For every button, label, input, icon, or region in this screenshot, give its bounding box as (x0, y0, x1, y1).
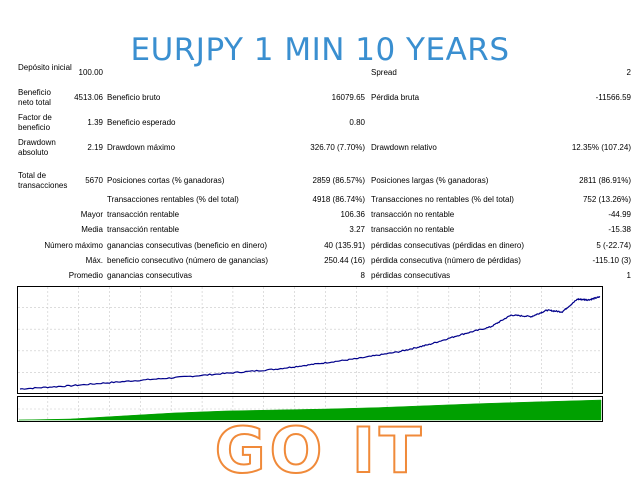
max-drawdown-value: 326.70 (7.70%) (310, 143, 365, 153)
average-loss-label: transacción no rentable (371, 225, 454, 235)
maximal-profit-label: beneficio consecutivo (número de gananci… (107, 256, 268, 266)
max-consec-wins-label: ganancias consecutivas (beneficio en din… (107, 241, 267, 251)
gross-loss-value: -11566.59 (596, 93, 631, 103)
maximal-loss-value: -115.10 (3) (592, 256, 631, 266)
largest-profit-label: transacción rentable (107, 210, 179, 220)
gross-profit-label: Beneficio bruto (107, 93, 160, 103)
total-trades-label: Total de transacciones (18, 171, 73, 191)
average-loss-value: -15.38 (608, 225, 631, 235)
expected-payoff-value: 0.80 (349, 118, 365, 128)
long-positions-value: 2811 (86.91%) (579, 176, 631, 186)
expected-payoff-label: Beneficio esperado (107, 118, 176, 128)
maximal-label: Máx. (86, 256, 103, 266)
largest-loss-value: -44.99 (608, 210, 631, 220)
max-consec-wins-value: 40 (135.91) (324, 241, 365, 251)
short-positions-value: 2859 (86.57%) (313, 176, 365, 186)
deposit-value: 100.00 (79, 68, 103, 78)
spread-value: 2 (627, 68, 631, 78)
average-profit-value: 3.27 (349, 225, 365, 235)
avg-consec-label: Promedio (69, 271, 103, 281)
largest-loss-label: transacción no rentable (371, 210, 454, 220)
abs-drawdown-value: 2.19 (87, 143, 103, 153)
avg-consec-wins-value: 8 (361, 271, 365, 281)
maximal-profit-value: 250.44 (16) (324, 256, 365, 266)
gross-loss-label: Pérdida bruta (371, 93, 419, 103)
balance-chart-frame (18, 287, 603, 394)
average-label: Media (81, 225, 103, 235)
total-trades-value: 5670 (85, 176, 103, 186)
loss-trades-value: 752 (13.26%) (583, 195, 631, 205)
long-positions-label: Posiciones largas (% ganadoras) (371, 176, 488, 186)
avg-consec-wins-label: ganancias consecutivas (107, 271, 192, 281)
profit-trades-label: Transacciones rentables (% del total) (107, 195, 239, 205)
net-profit-value: 4513.06 (74, 93, 103, 103)
max-consec-losses-value: 5 (-22.74) (596, 241, 631, 251)
max-consec-losses-label: pérdidas consecutivas (pérdidas en diner… (371, 241, 524, 251)
loss-trades-label: Transacciones no rentables (% del total) (371, 195, 514, 205)
largest-label: Mayor (81, 210, 103, 220)
max-drawdown-label: Drawdown máximo (107, 143, 175, 153)
profit-factor-label: Factor de beneficio (18, 113, 70, 133)
deposit-label: Depósito inicial (18, 63, 72, 73)
profit-factor-value: 1.39 (87, 118, 103, 128)
spread-label: Spread (371, 68, 397, 78)
go-it-banner: GO IT (0, 420, 640, 482)
avg-consec-losses-label: pérdidas consecutivas (371, 271, 450, 281)
max-consec-label: Número máximo (44, 241, 103, 251)
largest-profit-value: 106.36 (341, 210, 365, 220)
profit-trades-value: 4918 (86.74%) (313, 195, 365, 205)
rel-drawdown-label: Drawdown relativo (371, 143, 437, 153)
abs-drawdown-label: Drawdown absoluto (18, 138, 70, 158)
avg-consec-losses-value: 1 (627, 271, 631, 281)
balance-chart (17, 286, 603, 394)
gross-profit-value: 16079.65 (332, 93, 365, 103)
average-profit-label: transacción rentable (107, 225, 179, 235)
stats-panel: Depósito inicial 100.00 Spread 2 Benefic… (0, 0, 640, 290)
net-profit-label: Beneficio neto total (18, 88, 68, 108)
short-positions-label: Posiciones cortas (% ganadoras) (107, 176, 224, 186)
rel-drawdown-value: 12.35% (107.24) (572, 143, 631, 153)
maximal-loss-label: pérdida consecutiva (número de pérdidas) (371, 256, 521, 266)
